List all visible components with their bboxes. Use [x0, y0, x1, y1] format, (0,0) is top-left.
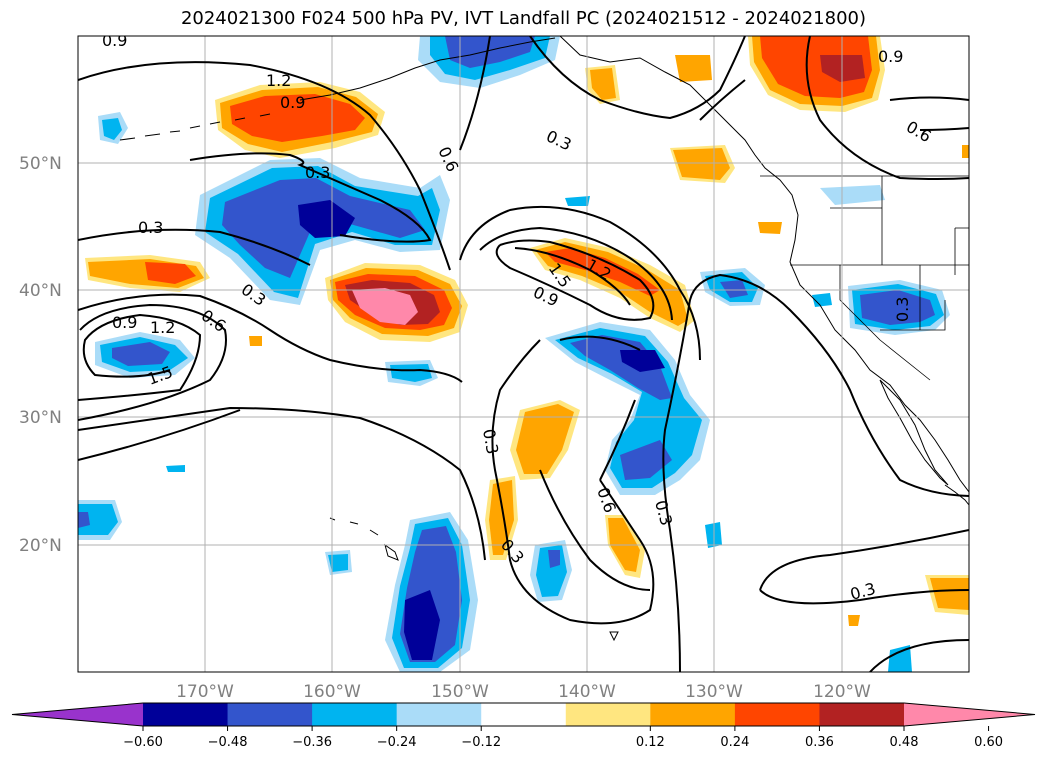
contour-label: 0.9 [102, 31, 127, 50]
contour-label: 0.3 [479, 427, 502, 455]
colorbar-segment [650, 703, 736, 726]
contour-label: 1.2 [266, 71, 291, 90]
lon-label-120w: 120°W [813, 682, 871, 702]
colorbar-tick-label: 0.24 [720, 735, 749, 750]
contour-label: 1.2 [150, 318, 175, 337]
lon-label-150w: 150°W [431, 682, 489, 702]
lon-label-160w: 160°W [303, 682, 361, 702]
negative-anomaly-regions [78, 36, 950, 672]
colorbar-tick-label: 0.36 [805, 735, 834, 750]
latitude-labels: 50°N 40°N 30°N 20°N [19, 154, 62, 556]
map-title: 2024021300 F024 500 hPa PV, IVT Landfall… [180, 8, 867, 29]
lat-label-20n: 20°N [19, 536, 62, 556]
colorbar: −0.60 −0.48 −0.36 −0.24 −0.12 0.12 0.24 0.36 0.4… [11, 702, 1036, 750]
colorbar-extend-high [904, 703, 1035, 726]
colorbar-tick-label: −0.12 [461, 735, 501, 750]
contour-label: 0.9 [280, 93, 305, 112]
colorbar-segment [481, 703, 567, 726]
lat-label-50n: 50°N [19, 154, 62, 174]
colorbar-segment [227, 703, 313, 726]
colorbar-segment [143, 703, 229, 726]
colorbar-tick-label: −0.36 [292, 735, 332, 750]
contour-label: 0.9 [112, 313, 137, 332]
colorbar-extend-low [12, 703, 143, 726]
colorbar-segment [819, 703, 905, 726]
colorbar-segment [312, 703, 398, 726]
political-borders [760, 175, 969, 381]
contour-label: 0.3 [138, 218, 163, 237]
contour-label: 0.3 [893, 297, 912, 322]
contour-label: 0.3 [305, 163, 330, 182]
colorbar-tick-label: 0.12 [636, 735, 665, 750]
colorbar-tick-label: 0.60 [974, 735, 1003, 750]
lat-label-30n: 30°N [19, 408, 62, 428]
lon-label-130w: 130°W [685, 682, 743, 702]
colorbar-tick-label: −0.24 [377, 735, 417, 750]
graticule [78, 36, 969, 672]
colorbar-segment [396, 703, 482, 726]
map-frame [77, 35, 970, 673]
lat-label-40n: 40°N [19, 281, 62, 301]
lon-label-170w: 170°W [176, 682, 234, 702]
colorbar-tick-label: −0.48 [208, 735, 248, 750]
pv-contours [78, 36, 969, 672]
lon-label-140w: 140°W [558, 682, 616, 702]
colorbar-segment [565, 703, 651, 726]
colorbar-tick-label: 0.48 [890, 735, 919, 750]
contour-label: 0.9 [878, 47, 903, 66]
colorbar-segment [734, 703, 820, 726]
map-plot-area: 0.9 1.2 0.9 0.3 0.6 0.3 0.9 0.6 0.3 0.3 … [78, 31, 969, 672]
longitude-labels: 170°W 160°W 150°W 140°W 130°W 120°W [176, 682, 871, 702]
colorbar-tick-label: −0.60 [123, 735, 163, 750]
